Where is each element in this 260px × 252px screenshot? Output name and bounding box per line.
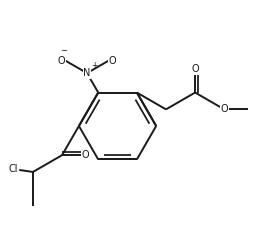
Text: O: O [109, 55, 116, 66]
Text: Cl: Cl [9, 165, 18, 174]
Text: O: O [220, 104, 228, 114]
Text: O: O [82, 150, 89, 160]
Text: O: O [57, 55, 65, 66]
Text: +: + [91, 61, 97, 70]
Text: −: − [60, 47, 67, 55]
Text: O: O [191, 64, 199, 74]
Text: N: N [83, 68, 91, 78]
